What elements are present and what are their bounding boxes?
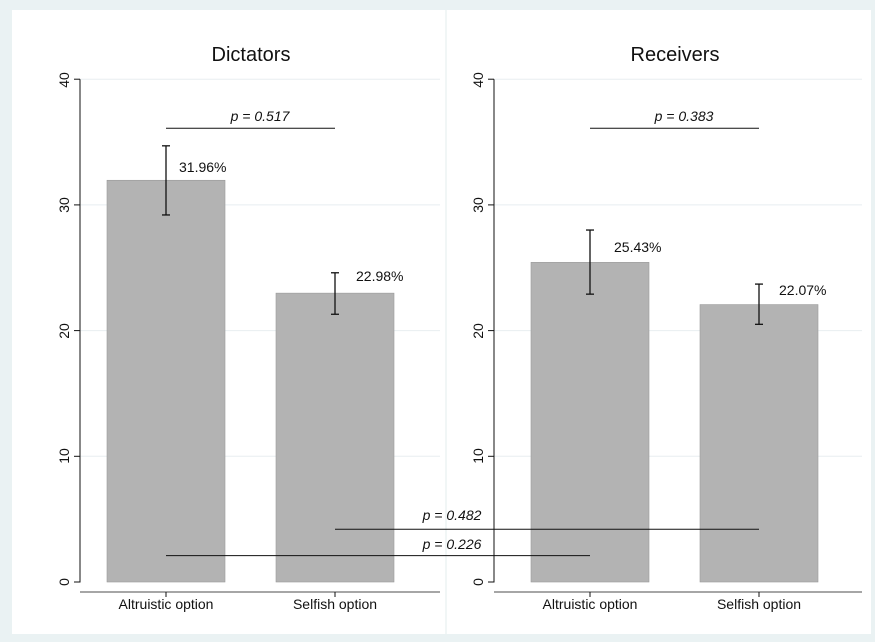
y-tick-label-left-30: 30 [56, 197, 72, 213]
axes [74, 78, 862, 597]
p-value-dictators: p = 0.517 [230, 108, 291, 124]
y-tick-label-left-0: 0 [56, 578, 72, 586]
y-tick-label-right-30: 30 [470, 197, 486, 213]
y-tick-label-left-40: 40 [56, 72, 72, 88]
panel-title-dictators: Dictators [212, 44, 291, 66]
y-tick-label-left-20: 20 [56, 323, 72, 339]
y-tick-label-right-40: 40 [470, 72, 486, 88]
y-tick-label-right-0: 0 [470, 578, 486, 586]
y-tick-label-right-20: 20 [470, 323, 486, 339]
value-label-dictators-altruistic: 31.96% [179, 159, 226, 175]
value-label-dictators-selfish: 22.98% [356, 268, 403, 284]
value-label-receivers-selfish: 22.07% [779, 282, 826, 298]
bar-receivers-altruistic [530, 262, 650, 583]
error-bars [162, 145, 763, 325]
x-tick-label-receivers-altruistic: Altruistic option [543, 596, 638, 612]
x-tick-label-dictators-altruistic: Altruistic option [119, 596, 214, 612]
p-value-altruistic-cross: p = 0.226 [422, 536, 482, 552]
bar-dictators-selfish [275, 292, 395, 583]
x-tick-label-dictators-selfish: Selfish option [293, 596, 377, 612]
bar-receivers-selfish [699, 304, 819, 583]
value-label-receivers-altruistic: 25.43% [614, 239, 661, 255]
bar-dictators-altruistic [106, 179, 226, 583]
p-value-receivers: p = 0.383 [654, 108, 714, 124]
p-value-selfish-cross: p = 0.482 [422, 507, 482, 523]
annotations [166, 127, 759, 557]
y-tick-label-right-10: 10 [470, 448, 486, 464]
panel-title-receivers: Receivers [631, 44, 720, 66]
y-tick-label-left-10: 10 [56, 448, 72, 464]
x-tick-label-receivers-selfish: Selfish option [717, 596, 801, 612]
